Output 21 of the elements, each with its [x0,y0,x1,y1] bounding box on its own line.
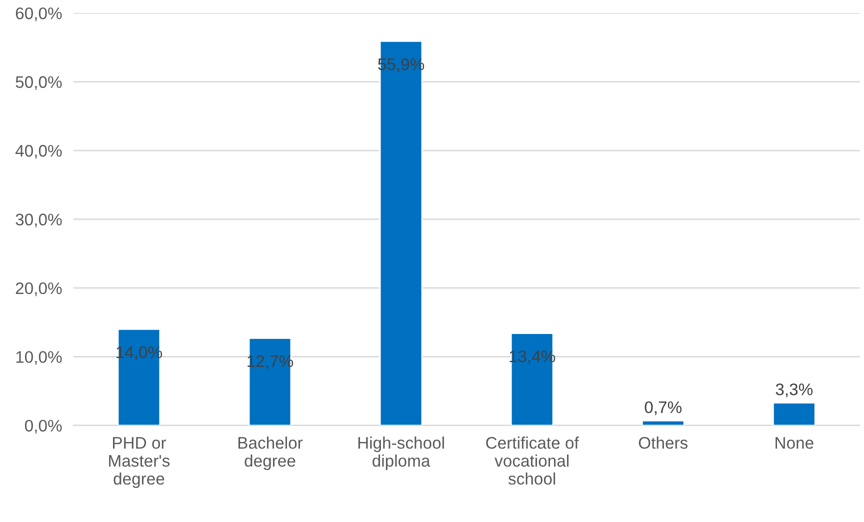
bar [117,328,161,426]
y-tick-label: 60,0% [16,7,62,22]
x-tick-label: None [776,437,814,449]
data-label: 3,3% [776,383,813,398]
x-tick-label: High-school diploma [358,436,444,470]
bar [641,420,685,426]
y-tick-label: 30,0% [16,214,62,228]
bar [248,337,292,426]
bar [772,402,816,426]
y-tick-label: 20,0% [16,282,62,296]
x-tick-label: Others [638,436,688,449]
y-tick-label: 40,0% [15,144,62,159]
y-tick-label: 0,0% [24,420,62,434]
x-tick-label: PHD or Master's degree [109,437,170,488]
bar [379,40,423,426]
bar [510,332,554,426]
y-tick-label: 50,0% [16,76,62,90]
x-tick-label: Bachelor degree [238,436,303,470]
data-label: 0,7% [644,401,682,416]
x-tick-label: Certificate of vocational school [486,436,579,485]
y-tick-label: 10,0% [16,351,62,365]
